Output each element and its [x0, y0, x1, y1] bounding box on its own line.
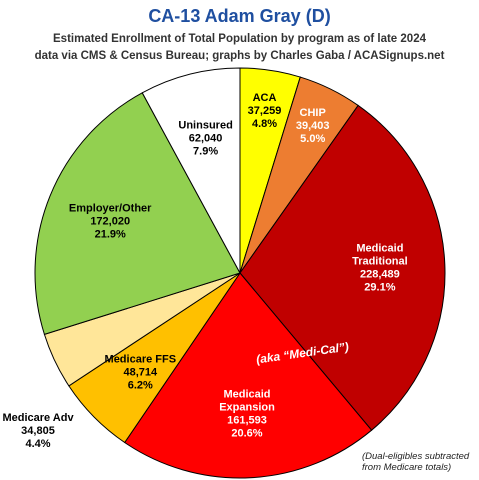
slice-label-4-line-2: 6.2%: [128, 379, 153, 391]
slice-label-5-line-2: 4.4%: [25, 438, 50, 450]
slice-label-4: Medicare FFS 48,714 6.2%: [105, 353, 177, 391]
slice-label-1-line-1: 39,403: [296, 120, 330, 132]
slice-label-7: Uninsured 62,040 7.9%: [178, 119, 232, 157]
pie-slice-2: [239, 104, 446, 431]
slice-label-7-line-1: 62,040: [189, 132, 223, 144]
slice-label-7-line-2: 7.9%: [193, 145, 218, 157]
footnote-line-2: from Medicare totals): [362, 462, 452, 473]
slice-label-3: Medicaid Expansion 161,593 20.6%: [219, 388, 275, 439]
slice-label-0-line-2: 4.8%: [252, 118, 277, 130]
slice-label-4-line-1: 48,714: [123, 366, 158, 378]
slice-label-2-line-3: 29.1%: [364, 282, 395, 294]
slice-label-2: Medicaid Traditional 228,489 29.1%: [352, 243, 408, 294]
slice-label-5: Medicare Adv 34,805 4.4%: [2, 412, 74, 450]
chart-subtitle-line-2: data via CMS & Census Bureau; graphs by …: [34, 50, 445, 62]
slice-label-6: Employer/Other 172,020 21.9%: [69, 203, 152, 241]
slice-label-2-line-2: 228,489: [360, 269, 400, 281]
slice-label-6-line-2: 21.9%: [95, 229, 126, 241]
chart-title: CA-13 Adam Gray (D): [148, 6, 331, 26]
chart-subtitle-line-1: Estimated Enrollment of Total Population…: [53, 33, 426, 45]
pie-slice-6: [34, 92, 241, 336]
slice-label-2-line-1: Traditional: [352, 256, 408, 268]
pie-slice-3: [123, 272, 373, 479]
slice-label-0-line-0: ACA: [253, 92, 277, 104]
slice-label-5-line-0: Medicare Adv: [2, 412, 74, 424]
slice-label-3-line-1: Expansion: [219, 401, 275, 413]
slice-label-5-line-1: 34,805: [21, 425, 55, 437]
slice-label-0-line-1: 37,259: [248, 105, 282, 117]
footnote-line-1: (Dual-eligibles subtracted: [362, 451, 470, 462]
slice-label-3-line-0: Medicaid: [223, 388, 270, 400]
slice-label-1: CHIP 39,403 5.0%: [296, 107, 330, 145]
pie-slices: [34, 67, 446, 479]
slice-label-1-line-2: 5.0%: [300, 133, 325, 145]
slice-label-7-line-0: Uninsured: [178, 119, 232, 131]
footnote: (Dual-eligibles subtracted from Medicare…: [362, 451, 469, 473]
pie-labels: ACA 37,259 4.8%CHIP 39,403 5.0%Medicaid Tradi…: [2, 92, 407, 450]
slice-label-2-line-0: Medicaid: [356, 243, 403, 255]
slice-label-1-line-0: CHIP: [300, 107, 326, 119]
slice-label-6-line-0: Employer/Other: [69, 203, 152, 215]
slice-label-6-line-1: 172,020: [90, 216, 130, 228]
slice-label-4-line-0: Medicare FFS: [105, 353, 177, 365]
pie-slice-7: [141, 67, 241, 274]
slice-label-3-line-2: 161,593: [227, 414, 267, 426]
slice-label-0: ACA 37,259 4.8%: [248, 92, 282, 130]
slice-label-3-line-3: 20.6%: [231, 427, 262, 439]
